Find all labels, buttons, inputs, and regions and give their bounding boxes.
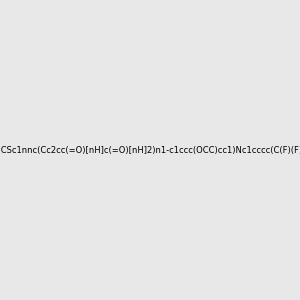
Text: O=C(CSc1nnc(Cc2cc(=O)[nH]c(=O)[nH]2)n1-c1ccc(OCC)cc1)Nc1cccc(C(F)(F)F)c1: O=C(CSc1nnc(Cc2cc(=O)[nH]c(=O)[nH]2)n1-c… [0, 146, 300, 154]
